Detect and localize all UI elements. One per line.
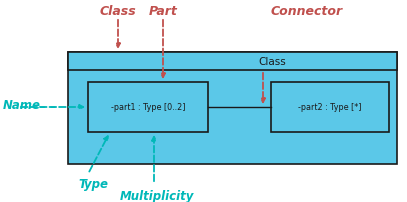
Bar (271, 83, 389, 132)
Bar (68, 53, 397, 71)
Text: Part: Part (149, 5, 177, 18)
Bar (68, 53, 397, 164)
Text: – –: – – (35, 101, 56, 114)
Text: Class: Class (100, 5, 136, 18)
Text: Connector: Connector (271, 5, 343, 18)
Text: -part2 : Type [*]: -part2 : Type [*] (298, 103, 362, 112)
Text: Multiplicity: Multiplicity (120, 189, 194, 202)
Bar (88, 83, 208, 132)
Text: Class: Class (258, 57, 286, 67)
Text: -part1 : Type [0..2]: -part1 : Type [0..2] (111, 103, 185, 112)
Text: Type: Type (78, 177, 108, 190)
Text: Name: Name (3, 99, 41, 112)
